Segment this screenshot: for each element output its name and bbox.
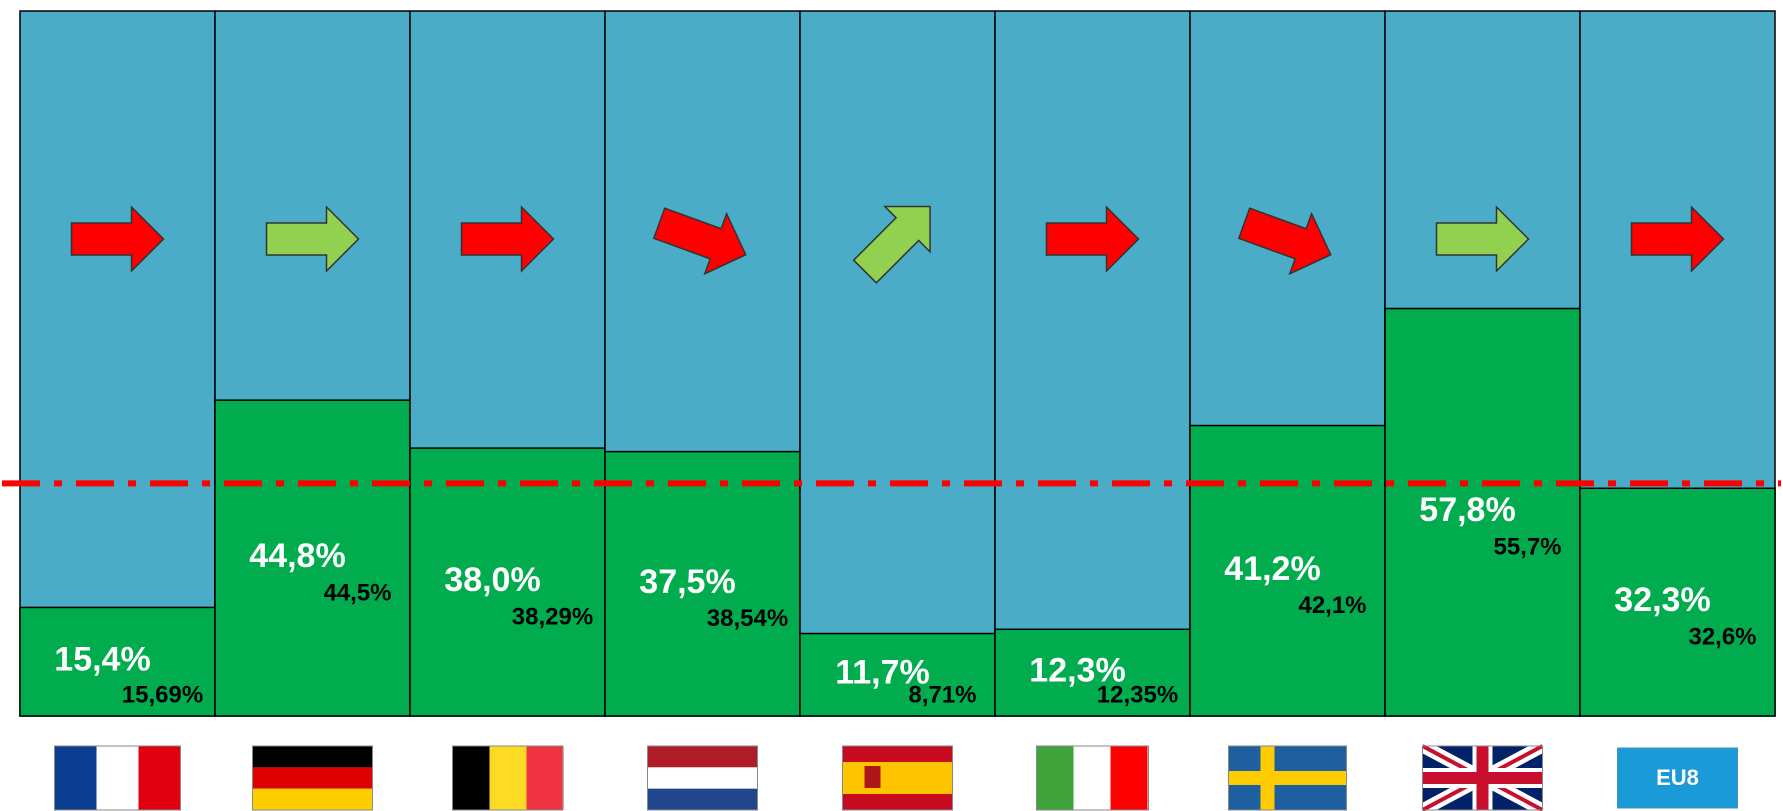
value-label: 38,0%	[444, 561, 540, 599]
flag-stripe	[526, 746, 564, 810]
trend-arrow-shape	[1045, 205, 1140, 273]
bar	[409, 447, 606, 717]
compare-label: 8,71%	[908, 681, 976, 708]
trend-arrow	[70, 205, 165, 273]
value-label: 41,2%	[1224, 550, 1320, 588]
trend-arrow-shape	[652, 207, 747, 276]
bar	[799, 632, 996, 717]
compare-label: 55,7%	[1493, 534, 1561, 561]
bar	[1579, 487, 1776, 717]
category-box	[1617, 747, 1738, 809]
bar	[1189, 424, 1386, 717]
bar	[19, 606, 216, 717]
trend-arrow	[265, 205, 360, 273]
flag-stripe	[842, 762, 953, 794]
flag	[54, 745, 181, 811]
flag	[1036, 745, 1149, 811]
flag-stripe	[252, 788, 373, 811]
value-label: 32,3%	[1614, 581, 1710, 619]
value-label: 44,8%	[249, 537, 345, 575]
flag-stripe	[96, 746, 139, 810]
bar	[214, 399, 411, 717]
bar-background	[799, 10, 996, 717]
flag	[842, 745, 953, 811]
value-label: 57,8%	[1419, 491, 1515, 529]
trend-arrow-shape	[1237, 207, 1332, 276]
bar	[1384, 307, 1581, 717]
compare-label: 15,69%	[122, 681, 203, 708]
compare-label: 38,54%	[707, 605, 788, 632]
value-label: 37,5%	[639, 563, 735, 601]
flag-border	[452, 745, 563, 811]
flag-border	[842, 745, 953, 811]
flag-stripe	[54, 746, 97, 810]
trend-arrow	[1237, 207, 1332, 276]
bar	[994, 628, 1191, 717]
flag-border	[647, 745, 758, 811]
value-label: 12,3%	[1029, 652, 1125, 690]
compare-label: 12,35%	[1097, 681, 1178, 708]
flag	[452, 745, 564, 811]
value-label: 15,4%	[54, 641, 150, 679]
trend-arrow-shape	[852, 205, 931, 284]
trend-arrow-shape	[1435, 205, 1530, 273]
trend-arrow	[1045, 205, 1140, 273]
flag	[647, 745, 758, 811]
flag-stripe	[252, 746, 373, 768]
category-label: EU8	[1656, 765, 1699, 790]
flag-stripe	[489, 746, 527, 810]
compare-label: 38,29%	[512, 603, 593, 630]
trend-arrow	[460, 205, 555, 273]
flag-border	[1036, 745, 1149, 811]
trend-arrow-shape	[1630, 205, 1725, 273]
flag-stripe	[1036, 746, 1074, 810]
flag-border	[1228, 745, 1347, 811]
flag-stripe	[452, 746, 490, 810]
flag-stripe	[647, 746, 758, 768]
trend-arrow-shape	[265, 205, 360, 273]
flag-border	[252, 745, 373, 811]
flag-cross	[1422, 772, 1543, 784]
flag-border	[1422, 745, 1543, 811]
flag-stripe	[647, 788, 758, 811]
bar-background	[19, 10, 216, 717]
compare-label: 42,1%	[1298, 592, 1366, 619]
flag-border	[54, 745, 181, 811]
trend-arrow	[652, 207, 747, 276]
bar-background	[994, 10, 1191, 717]
flag	[252, 745, 373, 811]
trend-arrow	[1435, 205, 1530, 273]
bar	[604, 450, 801, 717]
flag-cross	[1228, 771, 1347, 785]
flag-stripe	[138, 746, 181, 810]
flag-emblem	[864, 766, 881, 788]
trend-arrow	[852, 205, 931, 284]
flag	[1419, 740, 1546, 811]
compare-label: 32,6%	[1688, 623, 1756, 650]
value-label: 11,7%	[835, 654, 930, 692]
trend-arrow	[1630, 205, 1725, 273]
compare-label: 44,5%	[323, 579, 391, 606]
flag-stripe	[647, 767, 758, 789]
flag-stripe	[1073, 746, 1111, 810]
flag-stripe	[252, 767, 373, 789]
trend-arrow-shape	[460, 205, 555, 273]
flag	[1228, 745, 1347, 811]
trend-arrow-shape	[70, 205, 165, 273]
flag-stripe	[1110, 746, 1148, 810]
